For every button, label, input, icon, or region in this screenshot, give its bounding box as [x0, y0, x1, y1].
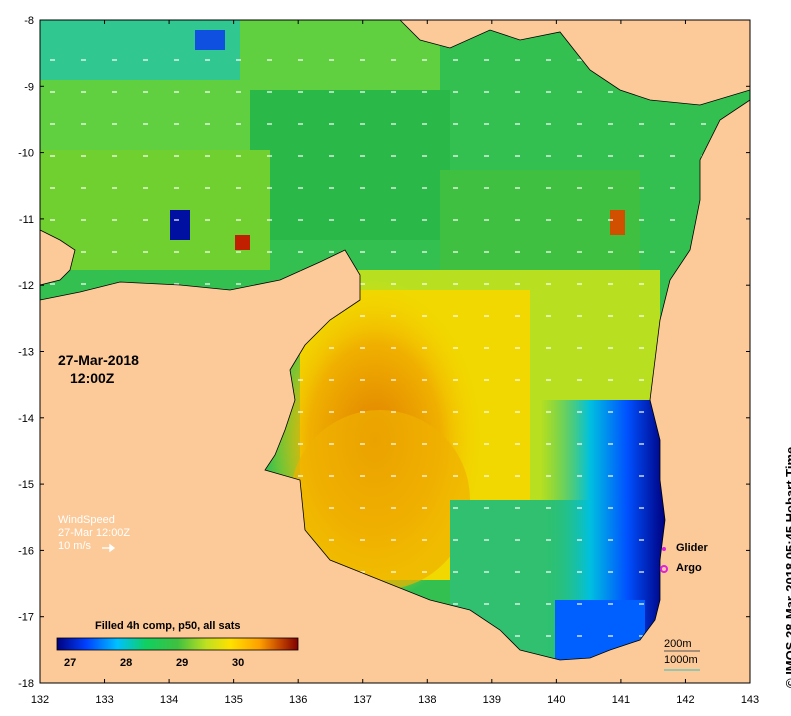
argo-marker	[660, 565, 668, 573]
lon-tick-label: 139	[483, 694, 501, 706]
lat-tick-label: -17	[18, 612, 34, 624]
glider-label: Glider	[676, 542, 708, 554]
colorbar	[56, 637, 299, 651]
lon-tick-label: 143	[741, 694, 759, 706]
depth-1000-label: 1000m	[664, 654, 698, 666]
wind-ref-label: 10 m/s	[58, 540, 92, 552]
wind-title: WindSpeed	[58, 514, 115, 526]
lon-tick-label: 132	[31, 694, 49, 706]
lat-tick-label: -16	[18, 545, 34, 557]
argo-label: Argo	[676, 562, 702, 574]
colorbar-title: Filled 4h comp, p50, all sats	[95, 620, 241, 632]
imos-credit: © IMOS 28-Mar-2018 05:45 Hobart Time	[783, 446, 791, 688]
lon-tick-label: 133	[95, 694, 113, 706]
lon-tick-label: 135	[224, 694, 242, 706]
lon-tick-label: 140	[547, 694, 565, 706]
lat-tick-label: -15	[18, 479, 34, 491]
lon-tick-label: 134	[160, 694, 178, 706]
lat-tick-label: -10	[18, 148, 34, 160]
lat-tick-label: -9	[24, 81, 34, 93]
lat-tick-label: -8	[24, 15, 34, 27]
lon-tick-label: 137	[354, 694, 372, 706]
lat-tick-label: -13	[18, 347, 34, 359]
wind-legend: WindSpeed 27-Mar 12:00Z 10 m/s	[58, 514, 130, 553]
glider-marker	[662, 547, 666, 551]
colorbar-tick-29: 29	[176, 657, 189, 669]
wind-reference-arrow	[102, 543, 116, 553]
colorbar-tick-28: 28	[120, 657, 133, 669]
lat-tick-label: -14	[18, 413, 34, 425]
sst-field	[40, 20, 665, 660]
lon-tick-label: 138	[418, 694, 436, 706]
depth-200-label: 200m	[664, 638, 692, 650]
lat-tick-label: -11	[19, 214, 34, 226]
time-text: 12:00Z	[70, 370, 115, 386]
colorbar-tick-27: 27	[64, 657, 77, 669]
lon-tick-label: 141	[612, 694, 630, 706]
colorbar-tick-30: 30	[232, 657, 245, 669]
lat-tick-label: -12	[18, 280, 34, 292]
map-date-label: 27-Mar-2018 12:00Z	[58, 351, 139, 387]
lat-tick-label: -18	[18, 678, 34, 690]
lon-tick-label: 136	[289, 694, 307, 706]
date-text: 27-Mar-2018	[58, 352, 139, 368]
lon-tick-label: 142	[676, 694, 694, 706]
axes: 132 133 134 135 136 137 138 139 140 141 142 143 -8 -9…	[18, 15, 759, 706]
wind-time: 27-Mar 12:00Z	[58, 527, 131, 539]
